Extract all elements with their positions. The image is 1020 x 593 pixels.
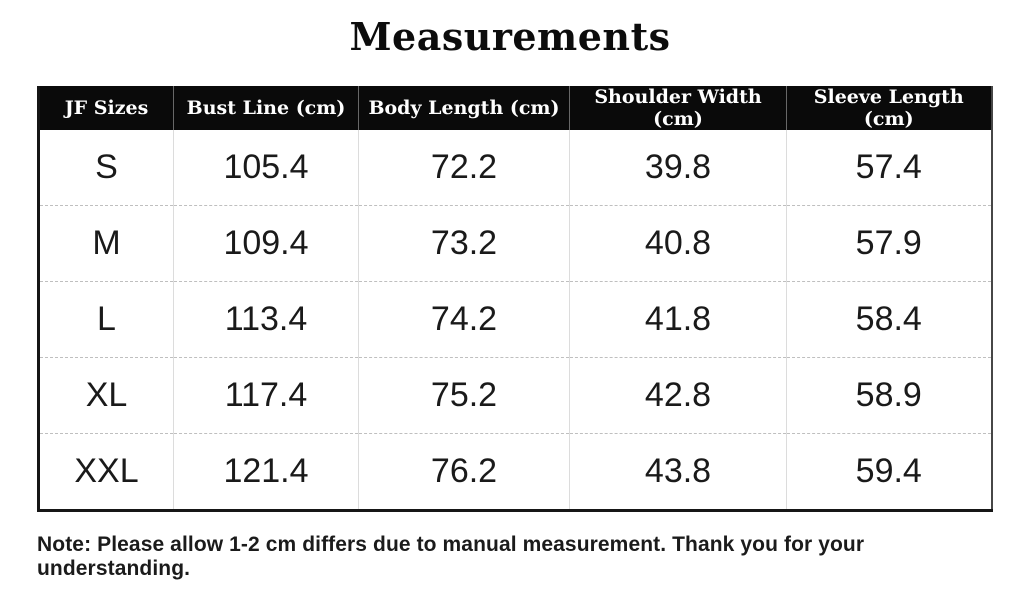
size-label: XL — [38, 356, 174, 434]
size-label: L — [38, 280, 174, 358]
measurement-value: 39.8 — [569, 129, 787, 206]
table-row: M 109.4 73.2 40.8 57.9 — [38, 204, 992, 282]
measurement-value: 74.2 — [358, 280, 570, 358]
measurement-value: 59.4 — [786, 432, 992, 511]
measurement-value: 41.8 — [569, 280, 787, 358]
measurement-note: Note: Please allow 1-2 cm differs due to… — [37, 532, 865, 580]
measurement-value: 73.2 — [358, 204, 570, 282]
column-header-sleeve-length: Sleeve Length (cm) — [786, 85, 992, 130]
table-body: S 105.4 72.2 39.8 57.4 M 109.4 73.2 40.8 57.9 L 113… — [38, 129, 992, 511]
measurement-value: 76.2 — [358, 432, 570, 511]
measurement-value: 75.2 — [358, 356, 570, 434]
measurement-value: 42.8 — [569, 356, 787, 434]
column-header-shoulder-width: Shoulder Width (cm) — [569, 85, 787, 130]
table-row: L 113.4 74.2 41.8 58.4 — [38, 280, 992, 358]
measurement-value: 57.4 — [786, 129, 992, 206]
measurement-value: 117.4 — [173, 356, 359, 434]
size-label: S — [38, 129, 174, 206]
table-row: XXL 121.4 76.2 43.8 59.4 — [38, 432, 992, 511]
measurement-value: 113.4 — [173, 280, 359, 358]
measurement-value: 57.9 — [786, 204, 992, 282]
measurement-value: 43.8 — [569, 432, 787, 511]
measurement-value: 105.4 — [173, 129, 359, 206]
table-row: S 105.4 72.2 39.8 57.4 — [38, 129, 992, 206]
measurement-value: 109.4 — [173, 204, 359, 282]
measurement-value: 121.4 — [173, 432, 359, 511]
measurement-value: 40.8 — [569, 204, 787, 282]
column-header-bust-line: Bust Line (cm) — [173, 85, 359, 130]
measurements-table: JF Sizes Bust Line (cm) Body Length (cm)… — [37, 85, 993, 512]
measurement-value: 58.9 — [786, 356, 992, 434]
page-title: Measurements — [349, 14, 671, 59]
size-label: M — [38, 204, 174, 282]
measurement-value: 58.4 — [786, 280, 992, 358]
size-label: XXL — [38, 432, 174, 511]
table-header-row: JF Sizes Bust Line (cm) Body Length (cm)… — [38, 85, 992, 130]
measurement-value: 72.2 — [358, 129, 570, 206]
column-header-body-length: Body Length (cm) — [358, 85, 570, 130]
column-header-jf-sizes: JF Sizes — [38, 85, 174, 130]
table-row: XL 117.4 75.2 42.8 58.9 — [38, 356, 992, 434]
